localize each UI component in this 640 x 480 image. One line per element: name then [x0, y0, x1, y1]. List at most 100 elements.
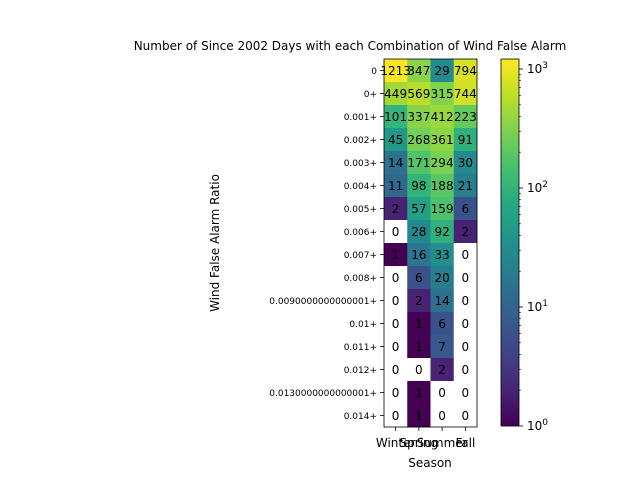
- cell-value-label: 6: [415, 271, 423, 285]
- heatmap-cell: [384, 197, 408, 221]
- heatmap-cell: [453, 289, 478, 313]
- heatmap-cell: [407, 404, 431, 428]
- cell-value-label: 2: [392, 202, 400, 216]
- cell-value-label: 159: [431, 202, 454, 216]
- cell-value-label: 0: [415, 363, 423, 377]
- heatmap-cell: [453, 128, 478, 152]
- heatmap-cell: [407, 289, 431, 313]
- heatmap-cell: [407, 335, 431, 359]
- cell-value-label: 1: [415, 386, 423, 400]
- heatmap-cell: [384, 220, 408, 244]
- cell-value-label: 45: [388, 133, 403, 147]
- heatmap-cell: [384, 335, 408, 359]
- y-tick-label: 0.001+: [344, 113, 377, 123]
- cell-value-label: 0: [462, 248, 470, 262]
- y-tick-label: 0+: [364, 90, 377, 100]
- cell-value-label: 0: [462, 294, 470, 308]
- cell-value-label: 92: [434, 225, 449, 239]
- cell-value-label: 0: [392, 363, 400, 377]
- cell-value-label: 57: [411, 202, 426, 216]
- cell-value-label: 0: [462, 363, 470, 377]
- y-tick-label: 0.011+: [344, 343, 377, 353]
- heatmap-cell: [453, 105, 478, 129]
- cell-value-label: 14: [434, 294, 449, 308]
- cell-value-label: 101: [384, 110, 407, 124]
- heatmap-cell: [407, 105, 431, 129]
- cell-value-label: 0: [392, 409, 400, 423]
- cell-value-label: 449: [384, 87, 407, 101]
- y-tick-label: 0.005+: [344, 205, 377, 215]
- cell-value-label: 21: [458, 179, 473, 193]
- cell-value-label: 2: [438, 363, 446, 377]
- heatmap-cell: [453, 266, 478, 290]
- heatmap-cell: [453, 174, 478, 198]
- y-tick-label: 0.01+: [349, 320, 377, 330]
- plot-frame: [383, 58, 478, 428]
- heatmap-cell: [430, 381, 455, 405]
- cell-value-label: 294: [431, 156, 454, 170]
- y-axis-label: Wind False Alarm Ratio: [208, 174, 222, 312]
- cell-value-label: 2: [415, 294, 423, 308]
- cell-value-label: 0: [462, 409, 470, 423]
- heatmap-cell: [407, 381, 431, 405]
- colorbar: [500, 58, 520, 427]
- heatmap-cell: [384, 289, 408, 313]
- heatmap-cell: [453, 220, 478, 244]
- heatmap-cell: [453, 197, 478, 221]
- heatmap-cell: [430, 105, 455, 129]
- x-tick-label: Fall: [455, 436, 475, 450]
- x-tick-label: Summer: [417, 436, 468, 450]
- heatmap-cell: [430, 220, 455, 244]
- heatmap-cell: [453, 335, 478, 359]
- cell-value-label: 0: [392, 225, 400, 239]
- heatmap-cell: [384, 174, 408, 198]
- cell-value-label: 361: [431, 133, 454, 147]
- cell-value-label: 171: [407, 156, 430, 170]
- y-tick-label: 0.014+: [344, 412, 377, 422]
- cell-value-label: 0: [392, 294, 400, 308]
- cell-value-label: 6: [438, 317, 446, 331]
- heatmap-cell: [453, 243, 478, 267]
- heatmap-cell: [384, 266, 408, 290]
- cell-value-label: 28: [411, 225, 426, 239]
- heatmap-cell: [407, 59, 431, 83]
- heatmap-cell: [430, 358, 455, 382]
- heatmap-cell: [453, 381, 478, 405]
- y-tick-label: 0.002+: [344, 136, 377, 146]
- cell-value-label: 347: [407, 64, 430, 78]
- cell-value-label: 7: [438, 340, 446, 354]
- heatmap-cell: [453, 404, 478, 428]
- cell-value-label: 268: [407, 133, 430, 147]
- y-tick-label: 0.007+: [344, 251, 377, 261]
- heatmap-cell: [407, 312, 431, 336]
- cell-value-label: 33: [434, 248, 449, 262]
- y-axis-ticks: 0 0+ 0.001+ 0.002+ 0.003+ 0.004+ 0.005+ 0.006+ 0…: [269, 67, 384, 422]
- heatmap-cell: [453, 82, 478, 106]
- cell-value-label: 569: [407, 87, 430, 101]
- y-tick-label: 0: [371, 67, 377, 77]
- cell-value-label: 98: [411, 179, 426, 193]
- colorbar-tick-label: 100: [527, 418, 548, 433]
- cell-value-label: 1: [415, 340, 423, 354]
- heatmap-cell: [430, 59, 455, 83]
- heatmap-cell: [430, 197, 455, 221]
- heatmap-cell: [453, 59, 478, 83]
- cell-value-label: 30: [458, 156, 473, 170]
- cell-value-label: 223: [454, 110, 477, 124]
- heatmap-cell: [407, 266, 431, 290]
- cell-value-label: 1: [392, 248, 400, 262]
- cell-value-label: 29: [434, 64, 449, 78]
- heatmap-cell: [430, 174, 455, 198]
- cell-value-label: 1213: [380, 64, 411, 78]
- heatmap-cell: [453, 151, 478, 175]
- cell-value-label: 16: [411, 248, 426, 262]
- cell-value-label: 2: [462, 225, 470, 239]
- y-tick-label: 0.0130000000000001+: [269, 389, 377, 399]
- cell-value-label: 20: [434, 271, 449, 285]
- colorbar-ticks: 100 101 102 103: [519, 61, 548, 433]
- colorbar-tick-label: 101: [527, 299, 548, 314]
- y-tick-label: 0.003+: [344, 159, 377, 169]
- heatmap-cell: [407, 151, 431, 175]
